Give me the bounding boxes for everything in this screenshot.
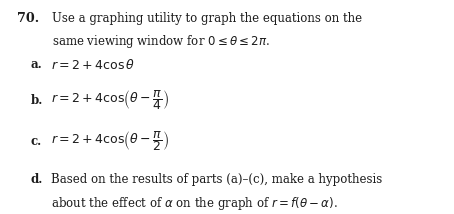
Text: b.: b. bbox=[31, 94, 43, 107]
Text: $r = 2 + 4\cos\!\left(\theta - \dfrac{\pi}{4}\right)$: $r = 2 + 4\cos\!\left(\theta - \dfrac{\p… bbox=[51, 88, 169, 112]
Text: same viewing window for $0 \leq \theta \leq 2\pi$.: same viewing window for $0 \leq \theta \… bbox=[52, 33, 270, 50]
Text: $r = 2 + 4\cos\theta$: $r = 2 + 4\cos\theta$ bbox=[51, 58, 135, 72]
Text: about the effect of $\alpha$ on the graph of $r = f(\theta - \alpha)$.: about the effect of $\alpha$ on the grap… bbox=[51, 195, 338, 212]
Text: a.: a. bbox=[31, 58, 43, 71]
Text: d.: d. bbox=[31, 173, 43, 186]
Text: Use a graphing utility to graph the equations on the: Use a graphing utility to graph the equa… bbox=[52, 12, 362, 25]
Text: Based on the results of parts (a)–(c), make a hypothesis: Based on the results of parts (a)–(c), m… bbox=[51, 173, 382, 186]
Text: $r = 2 + 4\cos\!\left(\theta - \dfrac{\pi}{2}\right)$: $r = 2 + 4\cos\!\left(\theta - \dfrac{\p… bbox=[51, 129, 169, 153]
Text: 70.: 70. bbox=[17, 12, 39, 25]
Text: c.: c. bbox=[31, 135, 42, 148]
